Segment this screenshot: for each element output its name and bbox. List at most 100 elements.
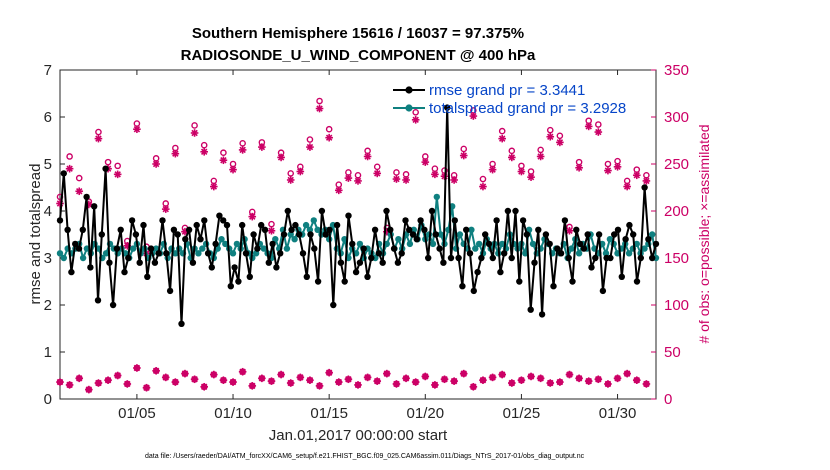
totalspread-point: [575, 250, 583, 257]
obs-assimilated-marker: [392, 175, 401, 183]
obs-possible-marker: [306, 136, 314, 143]
obs-assimilated-marker: [181, 369, 189, 378]
totalspread-point: [233, 240, 241, 248]
obs-possible-marker: [316, 97, 323, 105]
obs-assimilated-marker: [325, 368, 333, 377]
totalspread-point: [152, 245, 160, 252]
rmse-point: [417, 217, 424, 224]
rmse-point: [132, 231, 140, 238]
obs-assimilated-marker: [75, 374, 84, 383]
y-tick-label-right: 50: [664, 344, 681, 361]
rmse-point: [208, 264, 215, 271]
x-tick-label: 01/30: [599, 405, 637, 422]
obs-assimilated-marker: [229, 378, 237, 386]
obs-possible-marker: [114, 162, 121, 170]
obs-assimilated-marker: [363, 373, 372, 382]
rmse-point: [371, 226, 379, 233]
rmse-point: [318, 207, 326, 215]
y-tick-label-right: 200: [664, 203, 689, 220]
plot-area: [59, 69, 657, 400]
rmse-point: [421, 226, 428, 233]
obs-assimilated-marker: [325, 133, 333, 142]
obs-assimilated-marker: [584, 377, 593, 385]
obs-assimilated-marker: [613, 163, 622, 171]
rmse-point: [349, 240, 356, 248]
obs-assimilated-marker: [306, 143, 314, 151]
rmse-point: [117, 226, 124, 233]
obs-possible-marker: [556, 132, 564, 140]
obs-assimilated-marker: [488, 373, 497, 382]
y-tick-label-right: 100: [664, 297, 689, 314]
totalspread-point: [475, 240, 483, 248]
obs-assimilated-marker: [210, 370, 218, 379]
rmse-point: [519, 217, 527, 224]
obs-assimilated-marker: [546, 379, 555, 387]
rmse-point: [557, 250, 565, 257]
obs-assimilated-marker: [171, 378, 180, 386]
totalspread-point: [568, 245, 575, 252]
rmse-point: [174, 231, 181, 238]
obs-assimilated-marker: [286, 176, 295, 184]
totalspread-point: [633, 240, 640, 248]
rmse-point: [261, 226, 269, 233]
obs-possible-marker: [373, 163, 381, 171]
obs-assimilated-marker: [392, 380, 401, 388]
rmse-point: [550, 283, 557, 290]
rmse-point: [611, 231, 618, 238]
rmse-series: [56, 104, 660, 327]
rmse-point: [182, 236, 189, 243]
rmse-point: [482, 231, 489, 238]
obs-assimilated-marker: [306, 376, 314, 384]
rmse-point: [277, 250, 284, 257]
obs-possible-marker: [393, 169, 400, 176]
obs-assimilated-marker: [565, 226, 574, 235]
obs-possible-marker: [412, 109, 419, 116]
rmse-point: [561, 217, 569, 224]
obs-assimilated-marker: [431, 381, 439, 389]
rmse-point: [314, 278, 322, 285]
y-tick-label-left: 1: [44, 344, 52, 361]
obs-assimilated-marker: [104, 376, 112, 384]
totalspread-point: [79, 254, 87, 262]
rmse-point: [60, 170, 67, 177]
totalspread-point: [229, 250, 237, 257]
rmse-point: [56, 217, 64, 224]
obs-assimilated-marker: [200, 147, 208, 156]
obs-assimilated-marker: [623, 369, 631, 378]
rmse-point: [508, 254, 515, 262]
y-tick-label-left: 2: [44, 297, 52, 314]
rmse-point: [470, 287, 477, 295]
rmse-point: [140, 221, 147, 229]
obs-assimilated-marker: [142, 383, 151, 392]
rmse-point: [64, 226, 71, 233]
rmse-point: [163, 250, 170, 257]
obs-assimilated-marker: [210, 182, 218, 191]
obs-assimilated-marker: [383, 369, 391, 378]
rmse-line: [59, 106, 657, 325]
obs-assimilated-marker: [286, 379, 295, 387]
rmse-point: [330, 301, 337, 309]
obs-assimilated-marker: [113, 371, 122, 380]
obs-assimilated-marker: [527, 372, 535, 381]
rmse-point: [151, 259, 159, 266]
obs-assimilated-marker: [344, 174, 353, 182]
obs-possible-marker: [508, 147, 516, 155]
obs-assimilated-marker: [556, 138, 564, 147]
obs-assimilated-marker: [575, 163, 583, 172]
obs-assimilated-marker: [402, 176, 410, 184]
obs-assimilated-marker: [229, 165, 237, 174]
obs-assimilated-marker: [123, 380, 132, 388]
y-tick-label-right: 350: [664, 62, 689, 79]
rmse-point: [352, 268, 360, 276]
rmse-point: [390, 245, 398, 252]
rmse-point: [147, 245, 155, 252]
obs-assimilated-marker: [152, 367, 160, 375]
obs-assimilated-marker: [152, 160, 160, 168]
rmse-point: [307, 231, 314, 238]
totalspread-point: [529, 240, 537, 248]
obs-assimilated-marker: [94, 134, 103, 143]
rmse-point: [269, 240, 276, 248]
x-tick-label: 01/05: [118, 405, 156, 422]
legend-rmse-marker: [405, 86, 413, 94]
